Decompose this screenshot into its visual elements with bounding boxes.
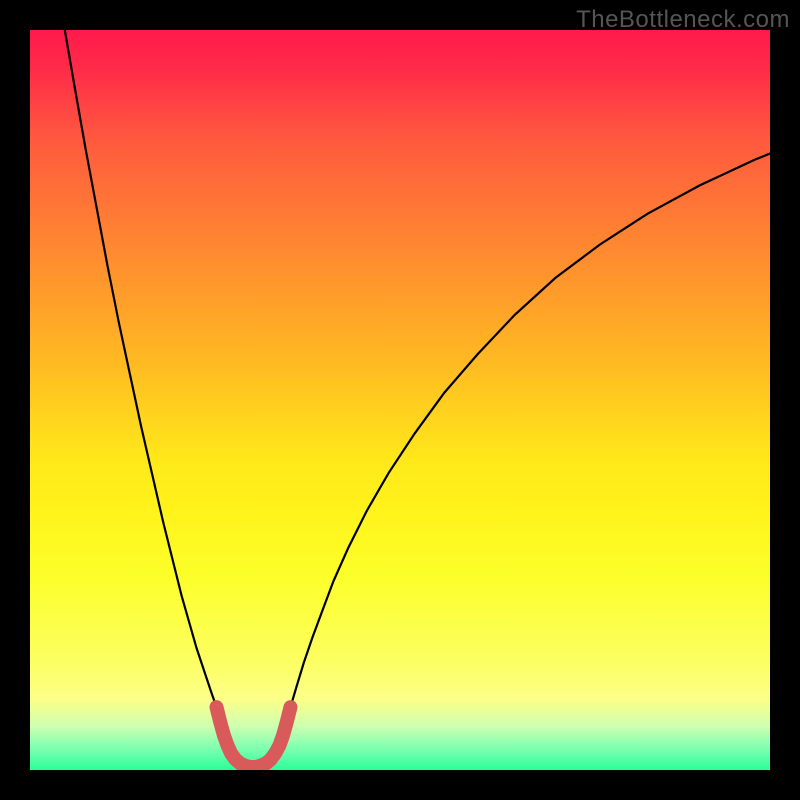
plot-area: [30, 30, 770, 770]
chart-background: [30, 30, 770, 770]
chart-frame: TheBottleneck.com: [0, 0, 800, 800]
chart-svg: [30, 30, 770, 770]
watermark-text: TheBottleneck.com: [576, 6, 790, 34]
